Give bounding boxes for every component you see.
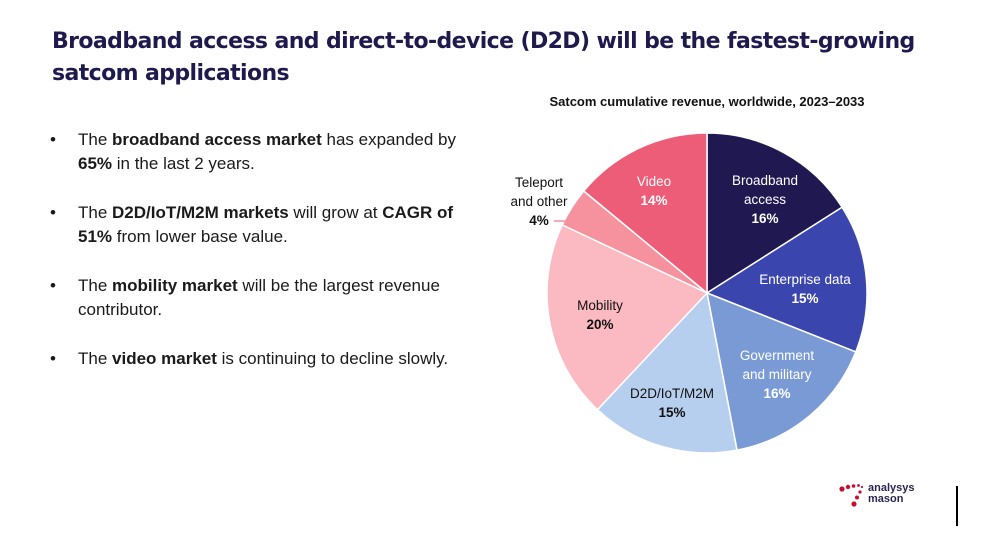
bullet-emphasis: D2D/IoT/M2M markets [112, 203, 289, 222]
slice-category: Mobility [577, 298, 623, 313]
slice-category: and military [742, 367, 811, 382]
company-logo: analysys mason [838, 481, 914, 514]
divider-line [956, 486, 958, 526]
dots-logo-icon [839, 484, 864, 507]
bullet-emphasis: broadband access market [112, 130, 322, 149]
bullet-text: has expanded by [321, 130, 457, 149]
slice-category: Government [740, 348, 815, 363]
bullet-item: • The broadband access market has expande… [50, 128, 480, 176]
slice-category: D2D/IoT/M2M [630, 386, 714, 401]
pie-slice-d2d-iot-m2m [596, 291, 738, 454]
bullet-text: will grow at [288, 203, 383, 222]
slice-label: D2D/IoT/M2M 15% [630, 386, 714, 420]
slice-category: Enterprise data [759, 272, 851, 287]
chart-title: Satcom cumulative revenue, worldwide, 20… [549, 94, 865, 109]
bullet-emphasis: mobility market [112, 276, 238, 295]
bullet-emphasis: video market [112, 349, 217, 368]
slice-category: Video [637, 174, 671, 189]
slice-label: Enterprise data 15% [759, 272, 851, 306]
bullet-item: • The video market is continuing to decli… [50, 347, 480, 371]
slice-category: and other [510, 194, 568, 209]
pie-slice-enterprise-data [705, 206, 868, 353]
bullet-emphasis: 65% [78, 154, 113, 173]
slice-value: 15% [791, 291, 818, 306]
bullet-list: • The broadband access market has expande… [50, 128, 480, 396]
slice-value: 4% [529, 213, 549, 228]
bullet-dot-icon: • [50, 130, 56, 149]
slice-value: 16% [751, 211, 778, 226]
bullet-text: from lower base value. [112, 227, 288, 246]
bullet-item: • The D2D/IoT/M2M markets will grow at CA… [50, 201, 480, 249]
slice-category: Broadband [732, 173, 798, 188]
bullet-dot-icon: • [50, 349, 56, 368]
bullet-item: • The mobility market will be the largest… [50, 274, 480, 322]
slice-value: 14% [640, 193, 667, 208]
slice-label: Government and military 16% [740, 348, 815, 401]
pie-slice-government-and-military [706, 291, 857, 452]
bullet-text: The [78, 130, 113, 149]
bullet-emphasis: CAGR of 51% [78, 203, 454, 246]
logo-line2: mason [868, 493, 904, 505]
slice-category: Teleport [515, 175, 563, 190]
bullet-dot-icon: • [50, 276, 56, 295]
slice-label: Broadband access 16% [732, 173, 798, 226]
bullet-text: The [78, 349, 113, 368]
bullet-text: The [78, 203, 113, 222]
slice-category: access [744, 192, 786, 207]
slice-value: 15% [658, 405, 685, 420]
slice-label: Mobility 20% [577, 298, 623, 332]
pie-slice-broadband-access [706, 132, 844, 295]
slice-label: Teleport and other 4% [510, 175, 568, 228]
slice-label: Video 14% [637, 174, 671, 208]
bullet-text: The [78, 276, 113, 295]
logo-line1: analysys [868, 482, 915, 494]
bullet-text: in the last 2 years. [112, 154, 255, 173]
bullet-text: is continuing to decline slowly. [216, 349, 449, 368]
pie-slice-video [582, 132, 708, 295]
pie-slice-mobility [546, 223, 709, 411]
bullet-dot-icon: • [50, 203, 56, 222]
slide-title: Broadband access and direct-to-device (D… [52, 29, 915, 86]
slice-value: 16% [763, 386, 790, 401]
bullet-text: will be the largest revenue contributor. [78, 276, 440, 319]
slice-value: 20% [586, 317, 613, 332]
